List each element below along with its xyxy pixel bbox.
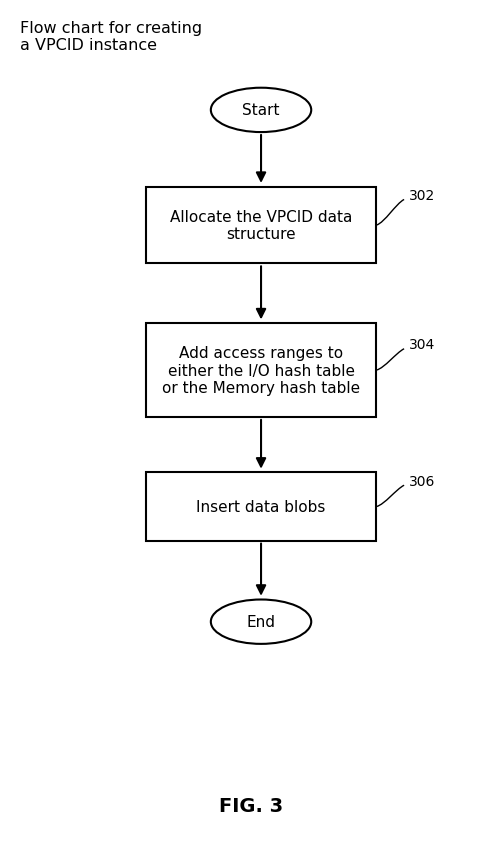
Text: Insert data blobs: Insert data blobs xyxy=(196,499,325,515)
Text: Flow chart for creating: Flow chart for creating xyxy=(20,21,202,37)
Text: 306: 306 xyxy=(408,475,435,488)
Text: FIG. 3: FIG. 3 xyxy=(218,796,283,815)
Text: Add access ranges to
either the I/O hash table
or the Memory hash table: Add access ranges to either the I/O hash… xyxy=(162,346,359,395)
Text: End: End xyxy=(246,614,275,630)
Text: 302: 302 xyxy=(408,189,434,203)
FancyBboxPatch shape xyxy=(145,187,376,264)
Text: Allocate the VPCID data
structure: Allocate the VPCID data structure xyxy=(169,210,352,242)
FancyBboxPatch shape xyxy=(145,473,376,541)
Ellipse shape xyxy=(210,89,311,133)
Text: Start: Start xyxy=(242,103,279,118)
Text: a VPCID instance: a VPCID instance xyxy=(20,38,157,54)
Text: 304: 304 xyxy=(408,338,434,352)
Ellipse shape xyxy=(210,600,311,644)
FancyBboxPatch shape xyxy=(145,324,376,417)
